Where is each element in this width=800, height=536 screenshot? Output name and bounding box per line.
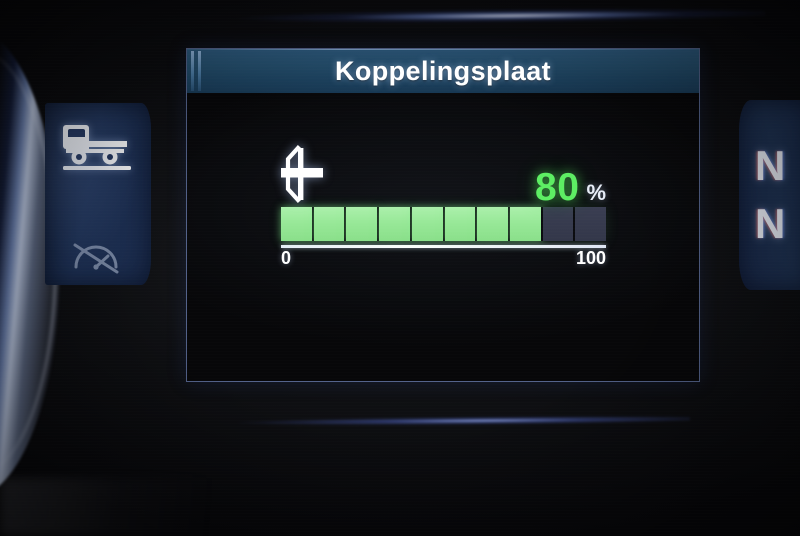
left-status-panel	[45, 103, 151, 285]
glass-glare-top	[204, 5, 766, 27]
bar-segment	[542, 207, 576, 241]
gauge-value-readout: 80 %	[535, 168, 606, 207]
scale-max-label: 100	[575, 248, 606, 268]
scale-min-label: 0	[281, 248, 292, 268]
truck-flatbed-icon	[62, 117, 134, 173]
gear-indicator-panel: N N	[739, 100, 800, 290]
title-accent-bar-1	[191, 51, 194, 91]
bar-segment	[509, 207, 543, 241]
cruise-control-icon	[71, 236, 121, 276]
gauge-baseline	[281, 245, 606, 248]
coupling-plate-gauge: 80 % 0 100	[281, 145, 607, 269]
gear-letter-primary: N	[755, 141, 786, 189]
gauge-bar-track	[281, 207, 607, 241]
bar-segment	[313, 207, 347, 241]
fifth-wheel-coupling-plate-icon	[279, 145, 325, 203]
gauge-value: 80	[535, 166, 580, 209]
coupling-plate-dialog: Koppelingsplaat	[186, 48, 700, 382]
dialog-body: 80 % 0 100	[187, 93, 699, 381]
bar-segment	[411, 207, 445, 241]
gauge-unit: %	[586, 180, 606, 205]
gear-letter-secondary: N	[755, 200, 786, 247]
gauge-scale-labels: 0 100	[281, 248, 606, 269]
bar-segment	[575, 207, 607, 241]
title-accent-bar-2	[198, 51, 201, 91]
bar-segment	[477, 207, 510, 241]
gauge-header: 80 %	[281, 145, 606, 207]
glass-glare-bottom	[0, 478, 210, 536]
dialog-title-bar: Koppelingsplaat	[187, 49, 699, 93]
dialog-title: Koppelingsplaat	[334, 55, 551, 86]
bar-segment	[346, 207, 380, 241]
bar-segment	[444, 207, 478, 241]
glass-glare-middle	[199, 413, 691, 429]
bar-segment	[379, 207, 412, 241]
bar-segment	[281, 207, 314, 241]
